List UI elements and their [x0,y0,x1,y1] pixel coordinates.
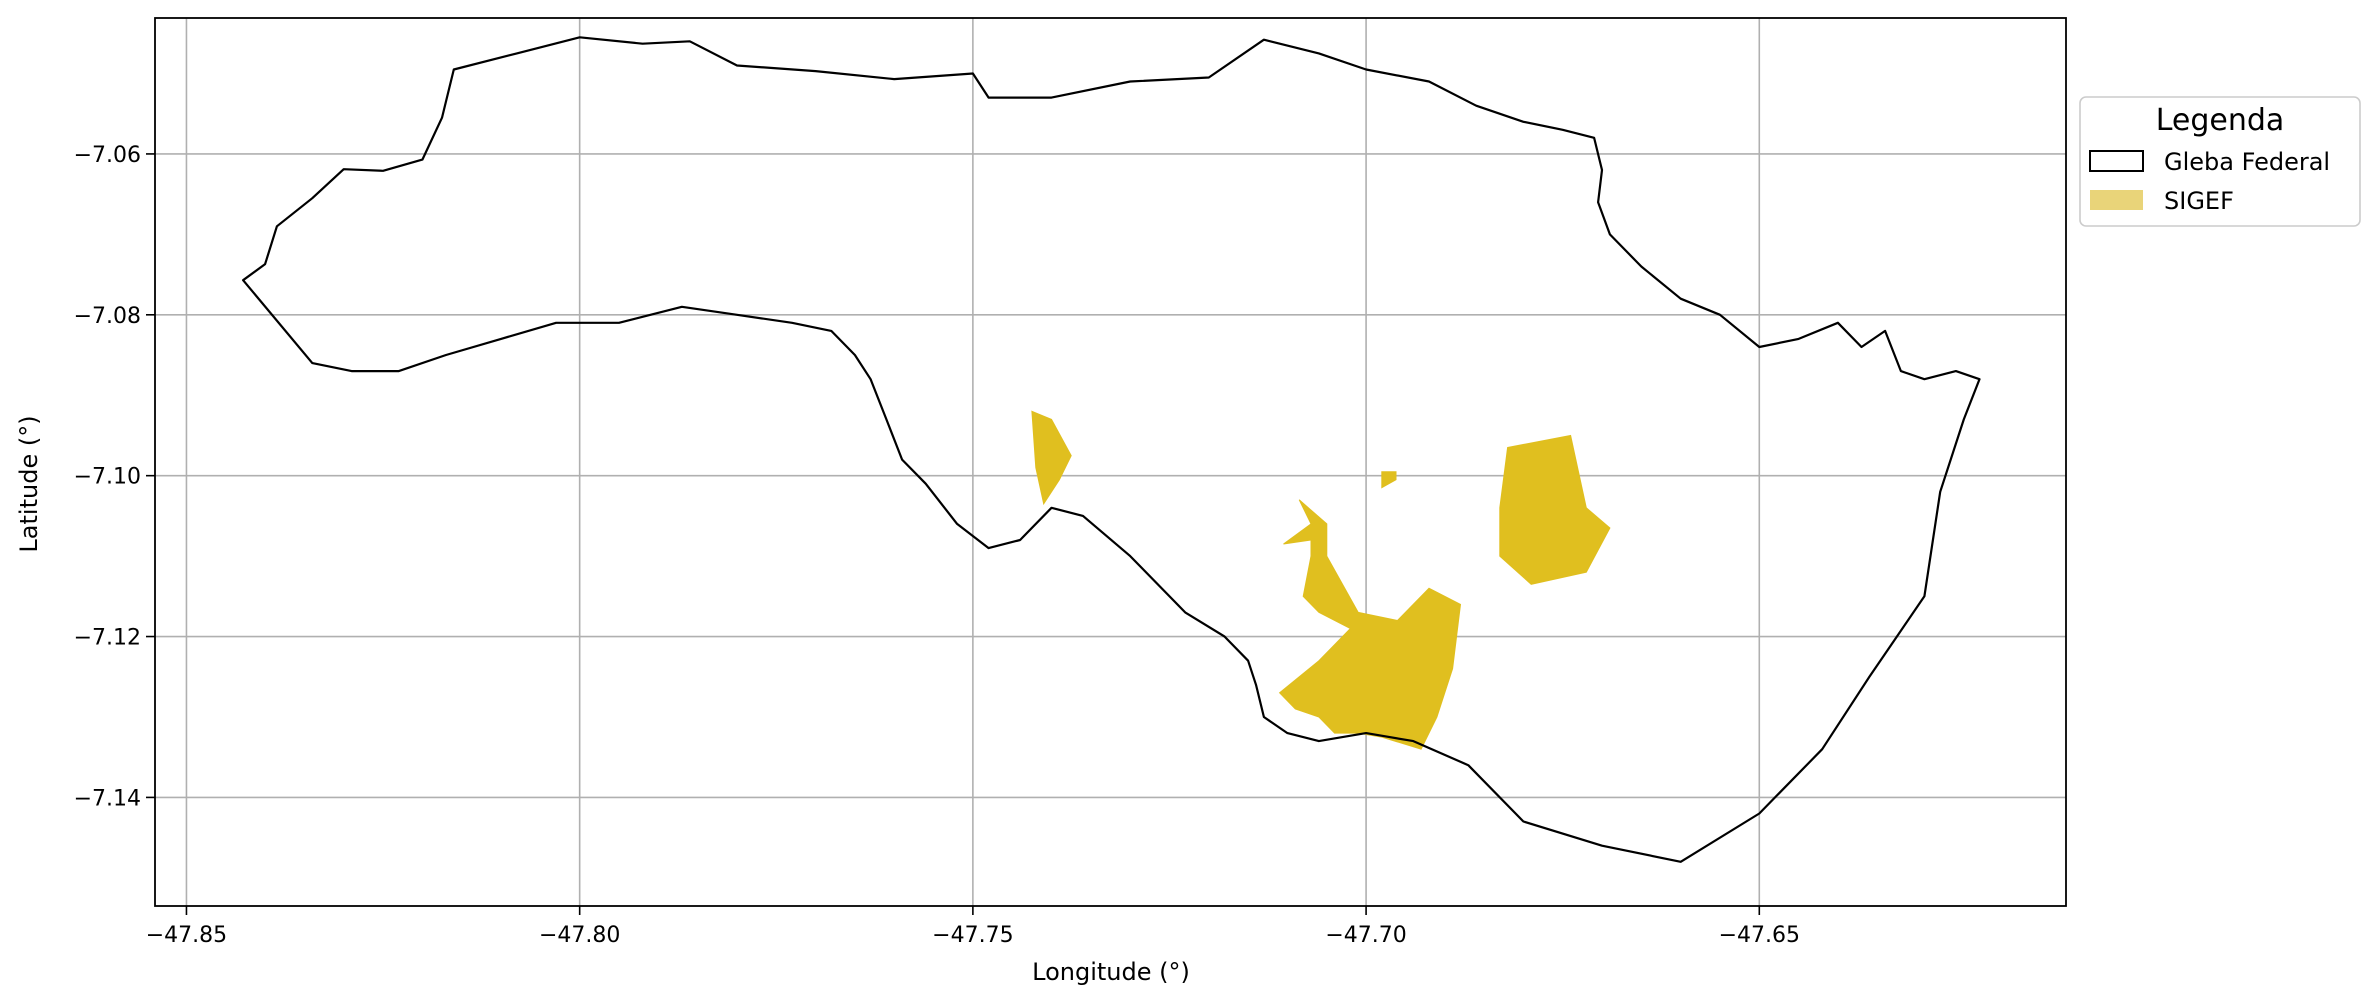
sigef-parcel-1 [1381,471,1397,489]
axis-ticks: −47.85 −47.80 −47.75 −47.70 −47.65 −7.06 −7.08… [74,143,1800,948]
sigef-parcel-3 [1499,434,1611,585]
legend-title: Legenda [2156,103,2285,138]
y-tick-label-1: −7.08 [74,304,141,329]
y-axis-title: Latitude (°) [15,415,43,552]
x-tick-label-2: −47.75 [932,923,1013,948]
x-tick-label-1: −47.80 [539,923,620,948]
legend-swatch-sigef [2090,190,2143,210]
y-tick-label-4: −7.14 [74,786,141,811]
legend-label-sigef: SIGEF [2164,187,2234,215]
map-layers [242,36,1981,863]
sigef-parcel-2 [1278,499,1462,750]
plot-frame [154,17,2067,907]
legend-frame [2079,96,2361,227]
sigef-parcel-0 [1031,410,1072,506]
legend-label-gleba-federal: Gleba Federal [2164,148,2330,176]
grid-lines [155,18,2066,906]
gleba-federal-boundary [242,36,1981,863]
y-tick-label-0: −7.06 [74,143,141,168]
x-tick-label-4: −47.65 [1719,923,1800,948]
x-tick-label-0: −47.85 [146,923,227,948]
y-tick-label-2: −7.10 [74,465,141,490]
y-tick-label-3: −7.12 [74,626,141,651]
legend-swatch-gleba-federal [2089,150,2144,172]
x-tick-label-3: −47.70 [1325,923,1406,948]
legend: Legenda Gleba Federal SIGEF [2079,96,2361,227]
x-axis-title: Longitude (°) [1032,958,1190,986]
